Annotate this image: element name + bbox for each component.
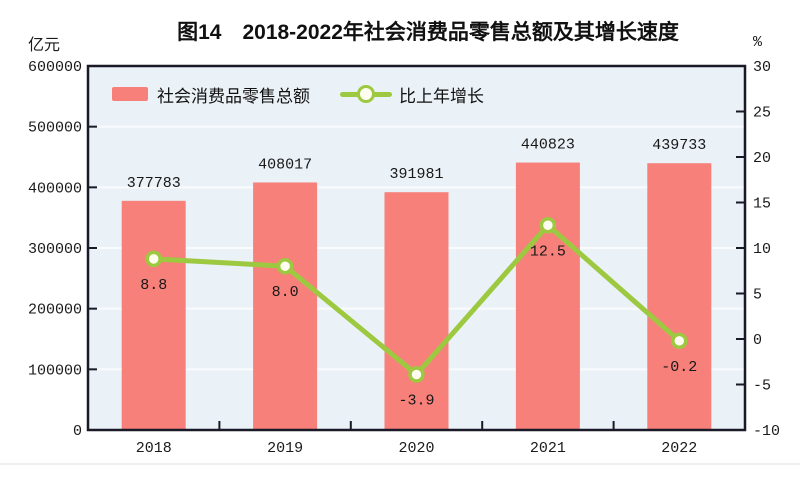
y-axis-tick-label: 100000 xyxy=(28,362,82,379)
bar-value-label: 440823 xyxy=(521,137,575,154)
y-axis-tick-label: 200000 xyxy=(28,302,82,319)
bar-2019 xyxy=(253,182,318,430)
growth-marker-2020 xyxy=(408,366,425,383)
legend-label-growth: 比上年增长 xyxy=(399,86,484,106)
y2-axis-tick-label: 30 xyxy=(753,59,771,76)
y2-axis-tick-label: -10 xyxy=(753,423,780,440)
bar-series-swatch xyxy=(112,87,148,101)
y-axis-tick-label: 600000 xyxy=(28,59,82,76)
legend-label-retail-total: 社会消费品零售总额 xyxy=(157,86,310,106)
y2-axis-tick-label: 5 xyxy=(753,287,762,304)
line-series-swatch xyxy=(340,85,392,103)
legend-item-retail-total: 社会消费品零售总额 xyxy=(112,82,310,107)
growth-marker-2022 xyxy=(671,332,688,350)
x-axis-label: 2021 xyxy=(530,440,566,457)
bar-2018 xyxy=(121,200,186,430)
bar-2022 xyxy=(647,163,712,431)
growth-marker-2018 xyxy=(145,250,162,268)
y-axis-tick-label: 500000 xyxy=(28,120,82,137)
x-axis-label: 2019 xyxy=(267,440,303,457)
chart-legend: 社会消费品零售总额 比上年增长 xyxy=(112,82,484,107)
y2-axis-tick-label: -5 xyxy=(753,378,771,395)
y-axis-tick-label: 400000 xyxy=(28,180,82,197)
legend-item-growth: 比上年增长 xyxy=(340,82,484,107)
left-axis-unit: 亿元 xyxy=(28,37,61,54)
growth-marker-2021 xyxy=(539,217,557,234)
x-axis-label: 2020 xyxy=(398,440,434,457)
x-axis-label: 2022 xyxy=(661,440,697,457)
page-divider xyxy=(0,463,800,465)
chart-title: 图14 2018-2022年社会消费品零售总额及其增长速度 xyxy=(177,21,679,44)
growth-marker-2019 xyxy=(276,257,294,275)
bar-value-label: 391981 xyxy=(389,166,443,183)
bar-2020 xyxy=(384,192,449,430)
y-axis-tick-label: 0 xyxy=(73,423,82,440)
plot-border xyxy=(86,64,747,432)
bar-value-label: 408017 xyxy=(258,156,312,173)
y2-axis-tick-label: 20 xyxy=(753,150,771,167)
y2-axis-tick-label: 10 xyxy=(753,241,771,258)
y-axis-tick-label: 300000 xyxy=(28,241,82,258)
line-marker-icon xyxy=(357,85,375,103)
growth-value-label: 8.8 xyxy=(140,277,167,294)
growth-value-label: -3.9 xyxy=(398,392,434,409)
growth-value-label: -0.2 xyxy=(661,359,697,376)
y2-axis-tick-label: 15 xyxy=(753,196,771,213)
y2-axis-tick-label: 0 xyxy=(753,332,762,349)
growth-value-label: 12.5 xyxy=(530,243,566,260)
right-axis-unit: % xyxy=(753,34,763,51)
growth-value-label: 8.0 xyxy=(272,284,299,301)
bar-value-label: 439733 xyxy=(652,137,706,154)
x-axis-label: 2018 xyxy=(136,440,172,457)
bar-2021 xyxy=(515,162,580,430)
y2-axis-tick-label: 25 xyxy=(753,105,771,122)
bar-value-label: 377783 xyxy=(127,175,181,192)
